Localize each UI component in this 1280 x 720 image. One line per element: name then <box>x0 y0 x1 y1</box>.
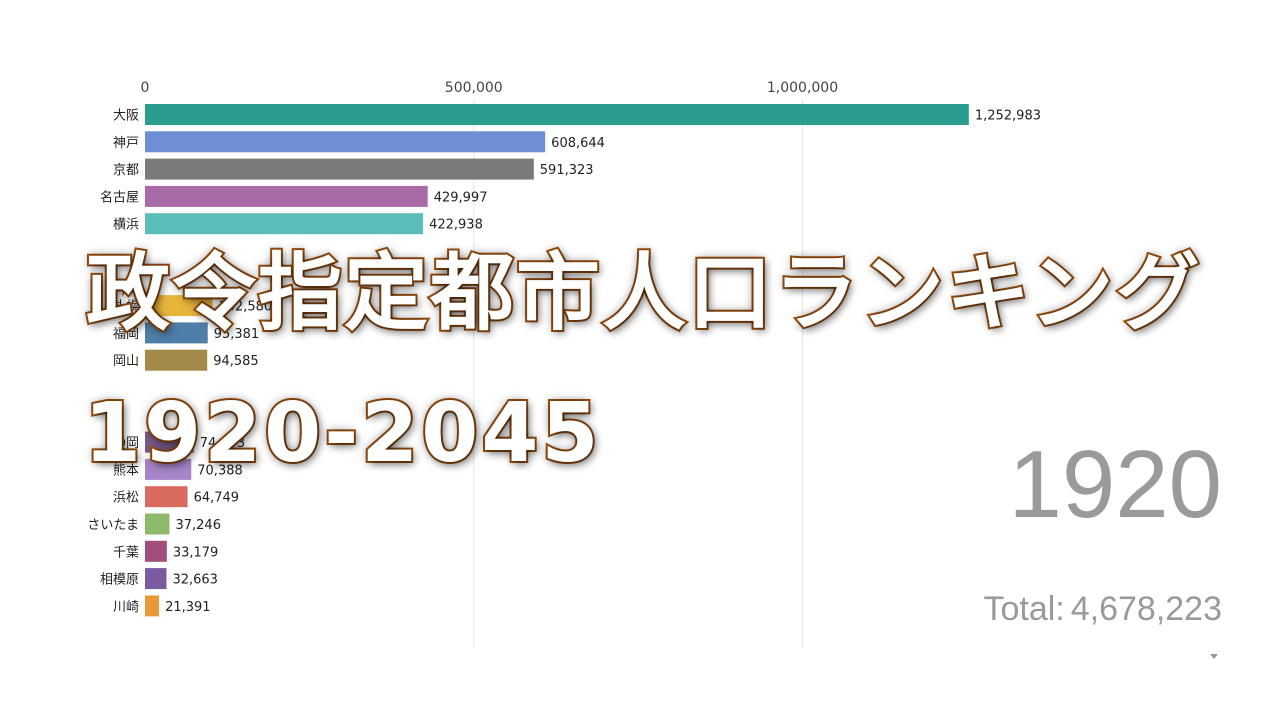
value-label: 74,093 <box>200 436 246 451</box>
category-label: 札幌 <box>113 299 139 315</box>
bar <box>145 185 428 207</box>
bar <box>145 131 546 153</box>
bar <box>145 213 424 235</box>
value-label: 94,585 <box>213 354 259 369</box>
bar <box>145 431 194 453</box>
category-label: 京都 <box>113 163 139 178</box>
value-label: 21,391 <box>165 600 211 615</box>
bar <box>145 486 188 508</box>
value-label: 422,938 <box>429 218 483 233</box>
overlay-years: 1920-2045 <box>82 384 602 483</box>
value-label: 95,381 <box>214 327 260 342</box>
category-label: さいたま <box>87 518 139 533</box>
category-label: 浜松 <box>113 491 139 506</box>
category-label: 千葉 <box>113 545 139 560</box>
total-value: 4,678,223 <box>1070 590 1222 628</box>
bar <box>145 513 170 535</box>
overlay-title: 政令指定都市人口ランキング <box>84 242 1202 344</box>
category-label: 大阪 <box>113 109 139 124</box>
category-label: 神戸 <box>113 136 139 151</box>
value-label: 1,252,983 <box>975 109 1041 124</box>
total-label-text: Total: <box>983 590 1065 628</box>
category-label: 横浜 <box>113 218 139 233</box>
bar <box>145 568 167 590</box>
bar <box>145 158 534 180</box>
value-label: 102,580 <box>218 300 272 315</box>
year-label: 1920 <box>1008 431 1222 538</box>
dropdown-caret-icon[interactable] <box>1210 654 1218 659</box>
value-label: 429,997 <box>434 190 488 205</box>
category-label: 熊本 <box>113 462 139 478</box>
x-tick-label: 500,000 <box>445 80 503 96</box>
value-label: 33,179 <box>173 545 219 560</box>
x-tick-label: 1,000,000 <box>767 80 838 96</box>
bar <box>145 349 208 371</box>
x-tick-label: 0 <box>141 80 150 96</box>
category-label: 静岡 <box>113 436 139 451</box>
bar <box>145 104 969 125</box>
value-label: 608,644 <box>551 136 605 151</box>
value-label: 64,749 <box>194 491 240 506</box>
value-label: 591,323 <box>540 163 594 178</box>
value-label: 32,663 <box>172 573 218 588</box>
category-label: 岡山 <box>113 354 139 369</box>
bar <box>145 295 213 317</box>
bar <box>145 540 167 562</box>
bar <box>145 595 160 617</box>
category-label: 名古屋 <box>100 189 139 205</box>
category-label: 相模原 <box>100 573 139 588</box>
value-label: 37,246 <box>175 518 221 533</box>
total-label: Total: 4,678,223 <box>983 590 1222 629</box>
category-label: 川崎 <box>113 600 139 615</box>
bar <box>145 458 192 480</box>
value-label: 70,388 <box>197 463 243 478</box>
bar <box>145 322 208 344</box>
category-label: 福岡 <box>113 327 139 342</box>
